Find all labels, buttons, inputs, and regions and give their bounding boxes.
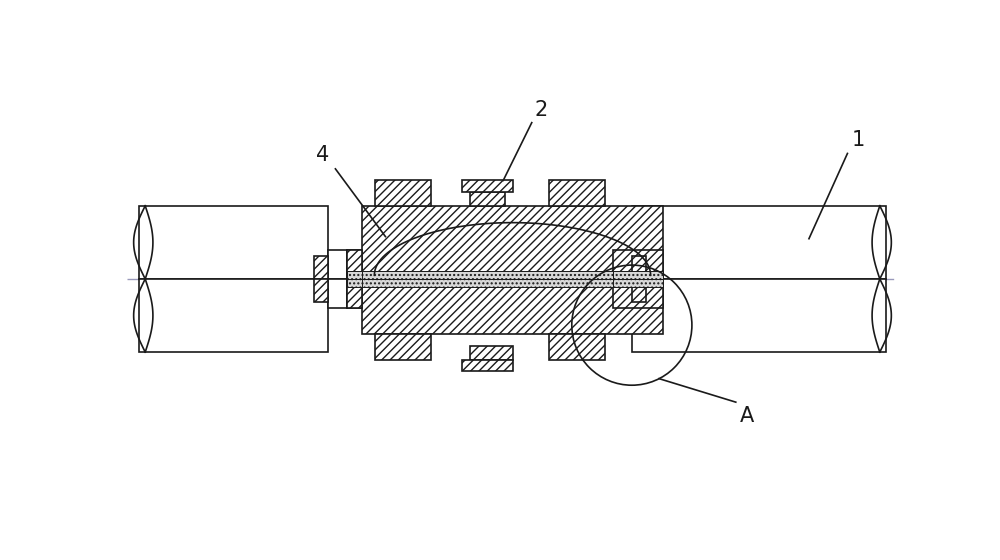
Bar [549, 334, 605, 360]
Bar [139, 206, 328, 279]
Bar [314, 256, 328, 279]
Bar [347, 250, 613, 279]
Text: 1: 1 [851, 129, 865, 150]
Bar [347, 271, 613, 279]
Bar [347, 271, 362, 279]
Bar [632, 279, 646, 302]
Bar [613, 279, 632, 308]
Bar [347, 250, 362, 279]
Bar [470, 192, 505, 206]
Bar [632, 279, 886, 352]
Bar [347, 279, 362, 287]
Text: 2: 2 [535, 100, 548, 119]
Bar [613, 279, 663, 308]
Bar [613, 250, 663, 279]
Bar [347, 279, 613, 287]
Bar [462, 360, 513, 371]
Bar [462, 180, 513, 192]
Bar [632, 206, 886, 279]
Bar [328, 250, 347, 279]
Bar [347, 279, 613, 308]
Bar [314, 279, 328, 302]
Bar [470, 346, 513, 360]
Text: A: A [740, 406, 754, 426]
Bar [613, 250, 632, 279]
Bar [328, 279, 347, 308]
Bar [375, 180, 431, 206]
Bar [347, 279, 362, 308]
Bar [362, 206, 663, 279]
Bar [613, 271, 663, 279]
Bar [362, 279, 663, 334]
Bar [549, 180, 605, 206]
Bar [632, 256, 646, 279]
Bar [139, 279, 328, 352]
Bar [375, 334, 431, 360]
Bar [613, 279, 663, 287]
Text: 4: 4 [316, 145, 329, 165]
